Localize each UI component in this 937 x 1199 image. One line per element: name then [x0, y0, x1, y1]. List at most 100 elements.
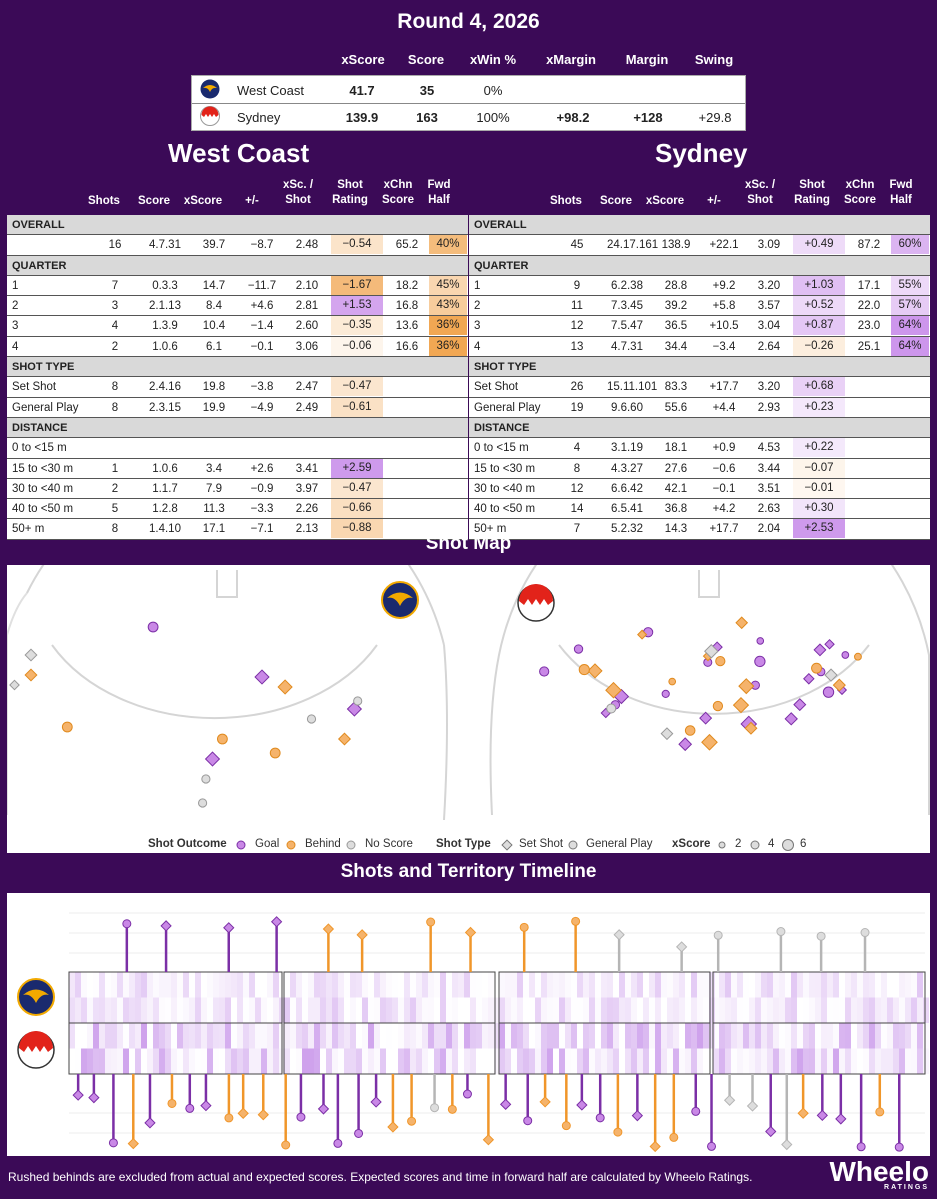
sydney-timeline-marker — [707, 1141, 717, 1151]
territory-cell — [613, 1023, 619, 1049]
stat-xc: 87.2 — [857, 239, 881, 252]
territory-cell — [637, 1023, 643, 1049]
territory-cell — [135, 997, 141, 1023]
territory-cell — [631, 972, 637, 998]
territory-cell — [755, 972, 761, 998]
sydney-timeline-marker — [108, 1138, 118, 1148]
territory-cell — [697, 1048, 703, 1074]
sydney-shot-marker — [668, 677, 677, 686]
stat-row-label: 15 to <30 m — [474, 462, 536, 475]
territory-cell — [535, 1023, 541, 1049]
territory-cell — [386, 997, 392, 1023]
stat-shots: 4 — [111, 320, 119, 333]
territory-cell — [314, 1023, 320, 1049]
summary-xscore: 41.7 — [349, 83, 375, 98]
territory-cell — [637, 972, 643, 998]
territory-cell — [314, 1048, 320, 1074]
territory-cell — [147, 997, 153, 1023]
territory-cell — [725, 1048, 731, 1074]
territory-cell — [755, 1023, 761, 1049]
territory-cell — [69, 1049, 75, 1075]
territory-cell — [577, 1023, 583, 1049]
stat-score: 1.0.6 — [152, 462, 178, 475]
stat-shots: 2 — [111, 482, 119, 495]
territory-cell — [398, 997, 404, 1023]
left-col-header-xps1: xSc. / Shot — [276, 178, 320, 208]
col-header-text: Score — [138, 195, 170, 207]
territory-cell — [482, 1049, 488, 1075]
sum-header-xwin: xWin % — [469, 52, 517, 67]
territory-cell — [326, 972, 332, 998]
territory-cell — [709, 972, 715, 998]
territory-cell — [643, 1023, 649, 1049]
stat-shots: 26 — [570, 381, 584, 394]
territory-cell — [105, 1023, 111, 1049]
territory-cell — [314, 972, 320, 998]
territory-cell — [261, 972, 267, 998]
territory-cell — [410, 997, 416, 1023]
territory-cell — [267, 972, 273, 998]
territory-cell — [368, 998, 374, 1024]
stat-xps: 3.41 — [295, 462, 319, 475]
stat-pm: −1.4 — [250, 320, 274, 333]
territory-cell — [273, 997, 279, 1023]
west-coast-timeline-marker — [519, 922, 529, 932]
stat-shots: 7 — [111, 279, 119, 292]
stat-row-label: 1 — [12, 279, 19, 292]
territory-cell — [123, 997, 129, 1023]
territory-cell — [595, 1023, 601, 1049]
stat-xc: 22.0 — [857, 300, 881, 313]
territory-cell — [296, 1023, 302, 1049]
stat-score: 4.3.27 — [611, 462, 643, 475]
stat-fh: 43% — [429, 296, 467, 316]
stat-shots: 8 — [573, 462, 581, 475]
territory-cell — [719, 1048, 725, 1074]
territory-cell — [731, 1023, 737, 1049]
stat-pm: −3.3 — [250, 503, 274, 516]
section-quarter: QUARTER — [469, 255, 930, 276]
territory-cell — [547, 997, 553, 1023]
territory-cell — [129, 997, 135, 1023]
stat-pm: −8.7 — [250, 239, 274, 252]
stat-score: 5.2.32 — [611, 523, 643, 536]
sydney-timeline-marker — [72, 1089, 84, 1101]
stat-shots: 7 — [573, 523, 581, 536]
territory-cell — [207, 1023, 213, 1049]
stat-xscore: 17.1 — [202, 523, 226, 536]
territory-cell — [434, 1048, 440, 1074]
section-label: SHOT TYPE — [474, 361, 537, 374]
territory-cell — [123, 1048, 129, 1074]
stat-xscore: 18.1 — [664, 442, 688, 455]
stat-xc: 16.8 — [395, 300, 419, 313]
territory-cell — [332, 972, 338, 998]
stat-row: 1 9 6.2.38 28.8 +9.2 3.20 17.1 55% +1.03 — [469, 275, 930, 297]
territory-cell — [637, 998, 643, 1024]
territory-cell — [392, 997, 398, 1023]
col-header-text: Shots — [550, 195, 582, 207]
territory-cell — [869, 1048, 875, 1074]
stat-shot-rating: +2.53 — [793, 519, 845, 539]
territory-cell — [571, 1023, 577, 1049]
stat-xps: 2.10 — [295, 279, 319, 292]
stat-score: 6.2.38 — [611, 279, 643, 292]
stat-pm: −3.4 — [712, 340, 736, 353]
territory-cell — [547, 1023, 553, 1049]
territory-cell — [290, 998, 296, 1024]
territory-cell — [505, 997, 511, 1023]
territory-cell — [482, 997, 488, 1023]
right-col-header-xps1: xSc. / Shot — [738, 178, 782, 208]
territory-cell — [643, 1048, 649, 1074]
territory-cell — [803, 998, 809, 1024]
territory-cell — [661, 1048, 667, 1074]
territory-cell — [123, 1023, 129, 1049]
brand-sub: RATINGS — [884, 1184, 929, 1191]
territory-cell — [577, 998, 583, 1024]
territory-cell — [779, 1048, 785, 1074]
territory-cell — [219, 972, 225, 998]
territory-cell — [809, 997, 815, 1023]
timeline-west-coast-logo-icon — [17, 978, 55, 1016]
sydney-timeline-marker — [387, 1121, 399, 1133]
stat-xps: 2.64 — [757, 340, 781, 353]
stat-xscore: 83.3 — [664, 381, 688, 394]
territory-cell — [165, 1048, 171, 1074]
